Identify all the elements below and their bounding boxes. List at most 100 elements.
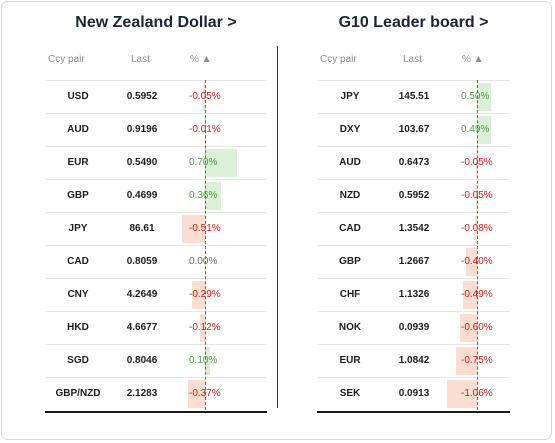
- last-price-cell: 0.4699: [126, 190, 158, 201]
- zero-baseline: [205, 80, 206, 410]
- pct-change-cell: -1.06%: [461, 388, 493, 399]
- table-row[interactable]: NZD 0.5952 -0.05%: [317, 179, 510, 212]
- last-price-cell: 103.67: [398, 124, 430, 135]
- header-pct-change[interactable]: % ▲: [190, 54, 212, 65]
- last-price-cell: 1.0842: [398, 355, 430, 366]
- pct-change-cell: -0.29%: [189, 289, 221, 300]
- change-bar: [477, 83, 491, 111]
- ccy-pair-cell: DXY: [339, 124, 361, 135]
- ccy-pair-cell: USD: [67, 91, 89, 102]
- table-row[interactable]: DXY 103.67 0.49%: [317, 113, 510, 146]
- change-bar: [202, 83, 205, 111]
- last-price-cell: 0.5490: [126, 157, 158, 168]
- table-row[interactable]: SGD 0.8046 0.10%: [45, 344, 267, 377]
- pct-change-cell: -0.40%: [461, 256, 493, 267]
- ccy-pair-cell: SGD: [67, 355, 89, 366]
- table-bottom-rule: [317, 411, 510, 413]
- last-price-cell: 1.3542: [398, 223, 430, 234]
- last-price-cell: 1.1326: [398, 289, 430, 300]
- pct-change-cell: 0.70%: [189, 157, 218, 168]
- table-row[interactable]: NOK 0.0939 -0.60%: [317, 311, 510, 344]
- header-pct-change[interactable]: % ▲: [462, 54, 484, 65]
- pct-change-cell: -0.12%: [189, 322, 221, 333]
- header-ccy-pair[interactable]: Ccy pair: [48, 54, 85, 65]
- last-price-cell: 4.6677: [126, 322, 158, 333]
- panel-divider: [277, 46, 278, 408]
- change-bar: [474, 215, 477, 243]
- last-price-cell: 4.2649: [126, 289, 158, 300]
- g10-panel-title[interactable]: G10 Leader board >: [338, 14, 489, 31]
- nzd-panel-title[interactable]: New Zealand Dollar >: [75, 14, 237, 31]
- table-row[interactable]: JPY 145.51 0.50%: [317, 80, 510, 113]
- ccy-pair-cell: AUD: [67, 124, 89, 135]
- header-ccy-pair[interactable]: Ccy pair: [320, 54, 357, 65]
- table-bottom-rule: [45, 411, 267, 413]
- table-row[interactable]: GBP 1.2667 -0.40%: [317, 245, 510, 278]
- table-row[interactable]: AUD 0.9196 -0.01%: [45, 113, 267, 146]
- pct-change-cell: -0.05%: [189, 91, 221, 102]
- table-row[interactable]: USD 0.5952 -0.05%: [45, 80, 267, 113]
- change-bar: [205, 149, 237, 177]
- table-row[interactable]: CNY 4.2649 -0.29%: [45, 278, 267, 311]
- last-price-cell: 86.61: [129, 223, 155, 234]
- header-last[interactable]: Last: [403, 54, 422, 65]
- ccy-pair-cell: GBP/NZD: [55, 388, 101, 399]
- pct-change-cell: 0.50%: [461, 91, 490, 102]
- table-row[interactable]: HKD 4.6677 -0.12%: [45, 311, 267, 344]
- nzd-table-header: Ccy pair Last % ▲: [45, 54, 267, 70]
- pct-change-cell: -0.51%: [189, 223, 221, 234]
- last-price-cell: 0.5952: [398, 190, 430, 201]
- last-price-cell: 0.0913: [398, 388, 430, 399]
- pct-change-cell: -0.49%: [461, 289, 493, 300]
- table-row[interactable]: SEK 0.0913 -1.06%: [317, 377, 510, 410]
- last-price-cell: 0.8046: [126, 355, 158, 366]
- ccy-pair-cell: CAD: [339, 223, 361, 234]
- change-bar: [463, 281, 477, 309]
- table-row[interactable]: EUR 1.0842 -0.75%: [317, 344, 510, 377]
- pct-change-cell: -0.01%: [189, 124, 221, 135]
- ccy-pair-cell: GBP: [339, 256, 361, 267]
- last-price-cell: 0.6473: [398, 157, 430, 168]
- pct-change-cell: -0.37%: [189, 388, 221, 399]
- last-price-cell: 145.51: [398, 91, 430, 102]
- last-price-cell: 1.2667: [398, 256, 430, 267]
- change-bar: [182, 215, 205, 243]
- pct-change-cell: -0.08%: [461, 223, 493, 234]
- change-bar: [205, 347, 210, 375]
- change-bar: [460, 314, 477, 342]
- pct-change-cell: -0.75%: [461, 355, 493, 366]
- change-bar: [188, 380, 205, 408]
- last-price-cell: 0.5952: [126, 91, 158, 102]
- last-price-cell: 2.1283: [126, 388, 158, 399]
- table-row[interactable]: GBP/NZD 2.1283 -0.37%: [45, 377, 267, 410]
- pct-change-cell: -0.05%: [461, 190, 493, 201]
- change-bar: [477, 116, 491, 144]
- zero-baseline: [477, 80, 478, 410]
- pct-change-cell: -0.60%: [461, 322, 493, 333]
- change-bar: [456, 347, 477, 375]
- table-row[interactable]: CAD 0.8059 0.00%: [45, 245, 267, 278]
- change-bar: [465, 248, 477, 276]
- table-row[interactable]: GBP 0.4699 0.36%: [45, 179, 267, 212]
- table-row[interactable]: JPY 86.61 -0.51%: [45, 212, 267, 245]
- g10-table-header: Ccy pair Last % ▲: [317, 54, 510, 70]
- ccy-pair-cell: AUD: [339, 157, 361, 168]
- ccy-pair-cell: NOK: [338, 322, 362, 333]
- ccy-pair-cell: CAD: [67, 256, 89, 267]
- header-last[interactable]: Last: [131, 54, 150, 65]
- table-row[interactable]: AUD 0.6473 -0.05%: [317, 146, 510, 179]
- last-price-cell: 0.9196: [126, 124, 158, 135]
- change-bar: [199, 314, 205, 342]
- table-row[interactable]: CHF 1.1326 -0.49%: [317, 278, 510, 311]
- change-bar: [191, 281, 205, 309]
- ccy-pair-cell: GBP: [67, 190, 89, 201]
- change-bar: [447, 380, 477, 408]
- pct-change-cell: 0.36%: [189, 190, 218, 201]
- pct-change-cell: -0.05%: [461, 157, 493, 168]
- table-row[interactable]: CAD 1.3542 -0.08%: [317, 212, 510, 245]
- ccy-pair-cell: HKD: [67, 322, 89, 333]
- ccy-pair-cell: EUR: [339, 355, 361, 366]
- table-row[interactable]: EUR 0.5490 0.70%: [45, 146, 267, 179]
- pct-change-cell: 0.10%: [189, 355, 218, 366]
